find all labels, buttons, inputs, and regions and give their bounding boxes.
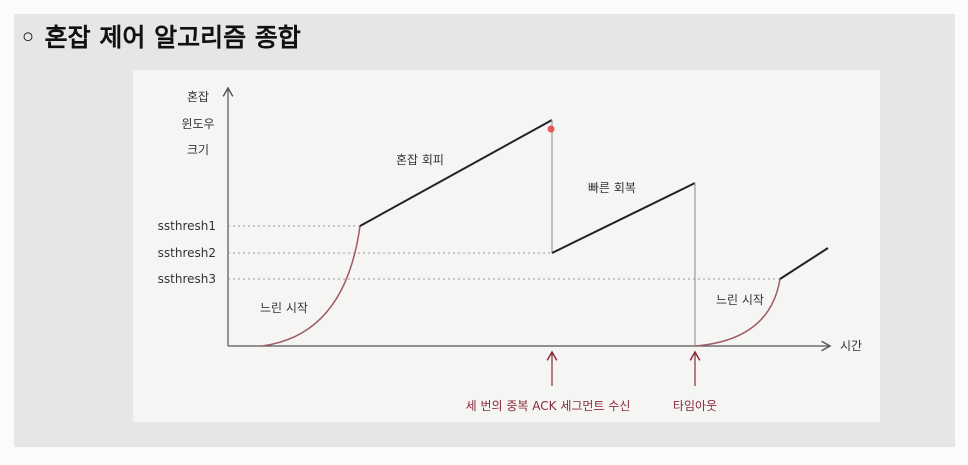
cwnd-line bbox=[779, 247, 829, 280]
slow-start-curve bbox=[261, 225, 361, 347]
phase-label: 혼잡 회피 bbox=[396, 153, 444, 167]
cursor-dot bbox=[547, 125, 555, 133]
threshold-label: ssthresh2 bbox=[158, 246, 216, 260]
cwnd-line bbox=[359, 119, 553, 227]
cwnd-line bbox=[551, 182, 696, 254]
slow-start-curve bbox=[694, 278, 781, 347]
phase-label: 느린 시작 bbox=[716, 293, 764, 307]
event-label: 세 번의 중복 ACK 세그먼트 수신 bbox=[466, 399, 631, 413]
phase-label: 느린 시작 bbox=[260, 301, 308, 315]
event-label: 타임아웃 bbox=[673, 399, 717, 413]
title: ◦ 혼잡 제어 알고리즘 종합 bbox=[20, 23, 301, 52]
threshold-label: ssthresh3 bbox=[158, 272, 216, 286]
x-label: 시간 bbox=[840, 339, 862, 353]
figure-bg bbox=[133, 70, 880, 422]
y-label: 윈도우 bbox=[181, 117, 214, 131]
phase-label: 빠른 회복 bbox=[588, 181, 636, 195]
y-label: 크기 bbox=[187, 143, 209, 157]
threshold-label: ssthresh1 bbox=[158, 219, 216, 233]
y-label: 혼잡 bbox=[187, 90, 209, 104]
